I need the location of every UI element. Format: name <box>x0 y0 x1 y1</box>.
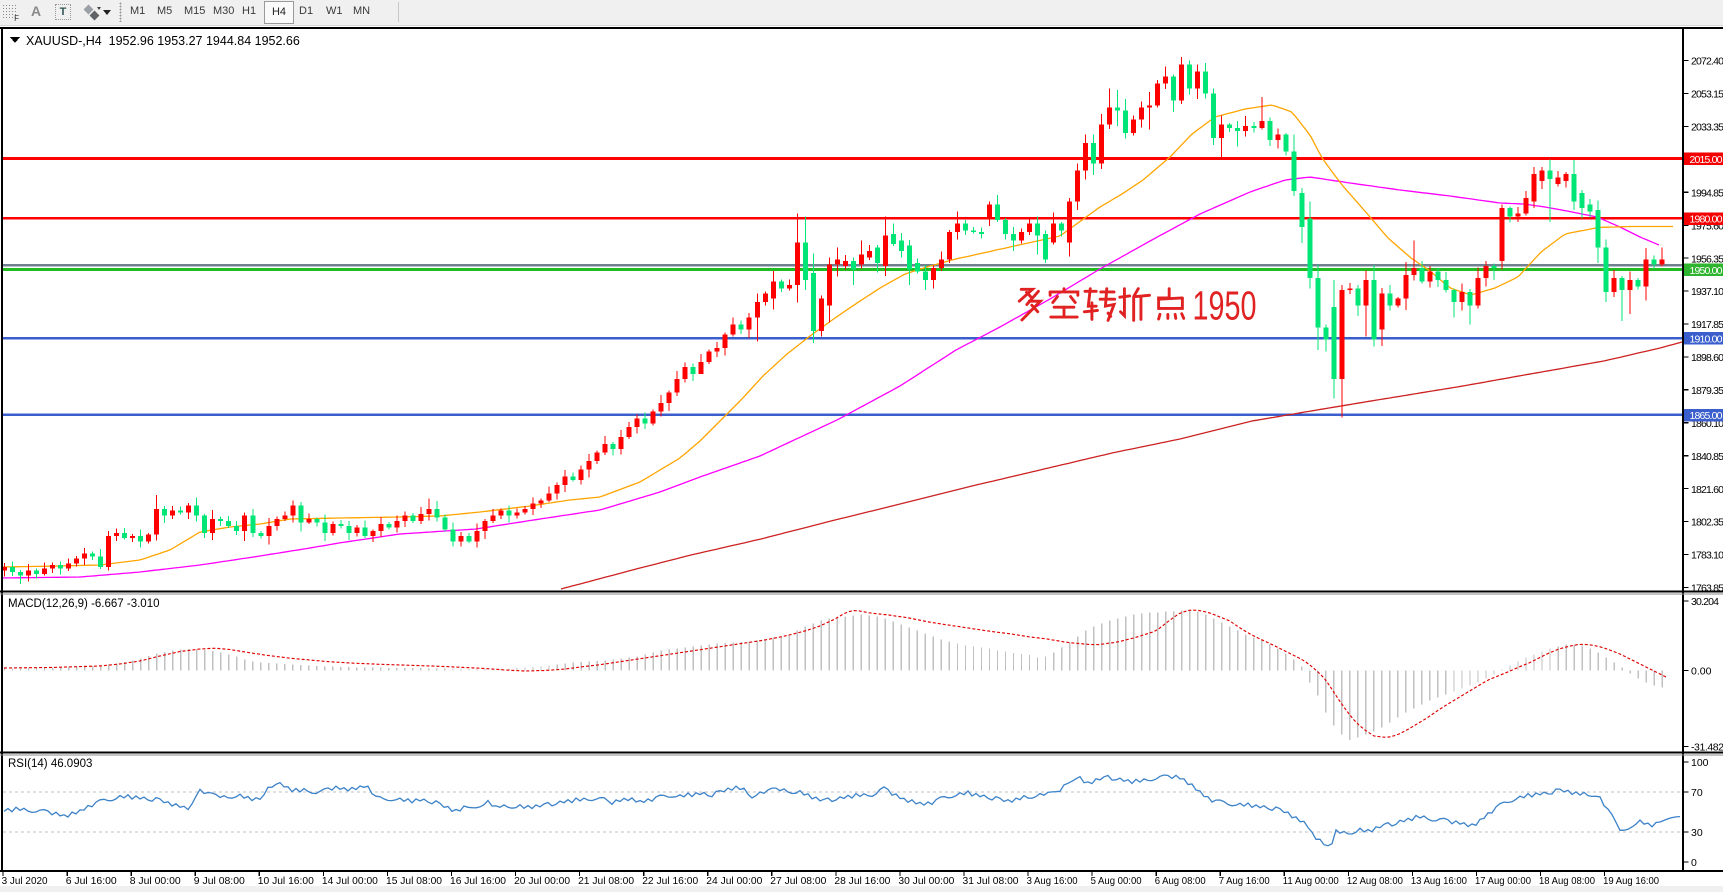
svg-text:9 Jul 08:00: 9 Jul 08:00 <box>194 875 245 887</box>
svg-text:6 Aug 08:00: 6 Aug 08:00 <box>1155 875 1206 887</box>
svg-text:28 Jul 16:00: 28 Jul 16:00 <box>834 875 890 887</box>
svg-text:24 Jul 00:00: 24 Jul 00:00 <box>706 875 762 887</box>
svg-text:0.00: 0.00 <box>1691 666 1712 678</box>
svg-text:XAUUSD-,H4 1952.96 1953.27 19: XAUUSD-,H4 1952.96 1953.27 1944.84 1952.… <box>26 34 300 48</box>
svg-text:2033.35: 2033.35 <box>1691 122 1723 134</box>
svg-text:1994.85: 1994.85 <box>1691 187 1723 199</box>
svg-text:16 Jul 16:00: 16 Jul 16:00 <box>450 875 506 887</box>
svg-text:30 Jul 00:00: 30 Jul 00:00 <box>898 875 954 887</box>
svg-text:11 Aug 00:00: 11 Aug 00:00 <box>1283 875 1339 887</box>
svg-text:0: 0 <box>1691 857 1697 869</box>
svg-text:31 Jul 08:00: 31 Jul 08:00 <box>963 875 1019 887</box>
svg-text:1950: 1950 <box>1193 283 1257 329</box>
svg-text:15 Jul 08:00: 15 Jul 08:00 <box>386 875 442 887</box>
svg-text:22 Jul 16:00: 22 Jul 16:00 <box>642 875 698 887</box>
svg-text:1879.35: 1879.35 <box>1691 385 1723 397</box>
svg-text:2072.40: 2072.40 <box>1691 56 1723 68</box>
svg-text:20 Jul 00:00: 20 Jul 00:00 <box>514 875 570 887</box>
svg-text:1763.85: 1763.85 <box>1691 583 1723 595</box>
svg-text:3 Jul 2020: 3 Jul 2020 <box>2 875 48 887</box>
svg-text:19 Aug 16:00: 19 Aug 16:00 <box>1603 875 1659 887</box>
svg-text:1937.10: 1937.10 <box>1691 286 1723 298</box>
svg-text:1865.00: 1865.00 <box>1690 410 1723 422</box>
svg-text:1802.35: 1802.35 <box>1691 517 1723 529</box>
svg-text:1898.60: 1898.60 <box>1691 352 1723 364</box>
svg-text:100: 100 <box>1691 757 1709 769</box>
svg-text:70: 70 <box>1691 787 1703 799</box>
svg-text:RSI(14) 46.0903: RSI(14) 46.0903 <box>8 758 92 770</box>
svg-text:12 Aug 08:00: 12 Aug 08:00 <box>1347 875 1403 887</box>
svg-text:1821.60: 1821.60 <box>1691 484 1723 496</box>
svg-text:27 Jul 08:00: 27 Jul 08:00 <box>770 875 826 887</box>
svg-text:1910.00: 1910.00 <box>1690 333 1723 345</box>
svg-text:1950.00: 1950.00 <box>1690 265 1723 277</box>
svg-text:10 Jul 16:00: 10 Jul 16:00 <box>258 875 314 887</box>
svg-text:13 Aug 16:00: 13 Aug 16:00 <box>1411 875 1467 887</box>
svg-text:30.204: 30.204 <box>1691 596 1719 608</box>
svg-text:-31.482: -31.482 <box>1691 742 1723 754</box>
svg-text:2053.15: 2053.15 <box>1691 89 1723 101</box>
svg-text:1980.00: 1980.00 <box>1690 214 1723 226</box>
svg-text:1917.85: 1917.85 <box>1691 319 1723 331</box>
svg-text:18 Aug 08:00: 18 Aug 08:00 <box>1539 875 1595 887</box>
svg-text:3 Aug 16:00: 3 Aug 16:00 <box>1027 875 1078 887</box>
svg-text:6 Jul 16:00: 6 Jul 16:00 <box>66 875 117 887</box>
svg-text:21 Jul 08:00: 21 Jul 08:00 <box>578 875 634 887</box>
svg-text:MACD(12,26,9) -6.667 -3.010: MACD(12,26,9) -6.667 -3.010 <box>8 598 160 610</box>
svg-text:1840.85: 1840.85 <box>1691 451 1723 463</box>
svg-text:17 Aug 00:00: 17 Aug 00:00 <box>1475 875 1531 887</box>
svg-text:1956.35: 1956.35 <box>1691 253 1723 265</box>
svg-text:5 Aug 00:00: 5 Aug 00:00 <box>1091 875 1142 887</box>
svg-text:2015.00: 2015.00 <box>1690 154 1723 166</box>
svg-text:30: 30 <box>1691 827 1703 839</box>
svg-text:1783.10: 1783.10 <box>1691 550 1723 562</box>
svg-text:7 Aug 16:00: 7 Aug 16:00 <box>1219 875 1270 887</box>
svg-text:14 Jul 00:00: 14 Jul 00:00 <box>322 875 378 887</box>
svg-text:8 Jul 00:00: 8 Jul 00:00 <box>130 875 181 887</box>
